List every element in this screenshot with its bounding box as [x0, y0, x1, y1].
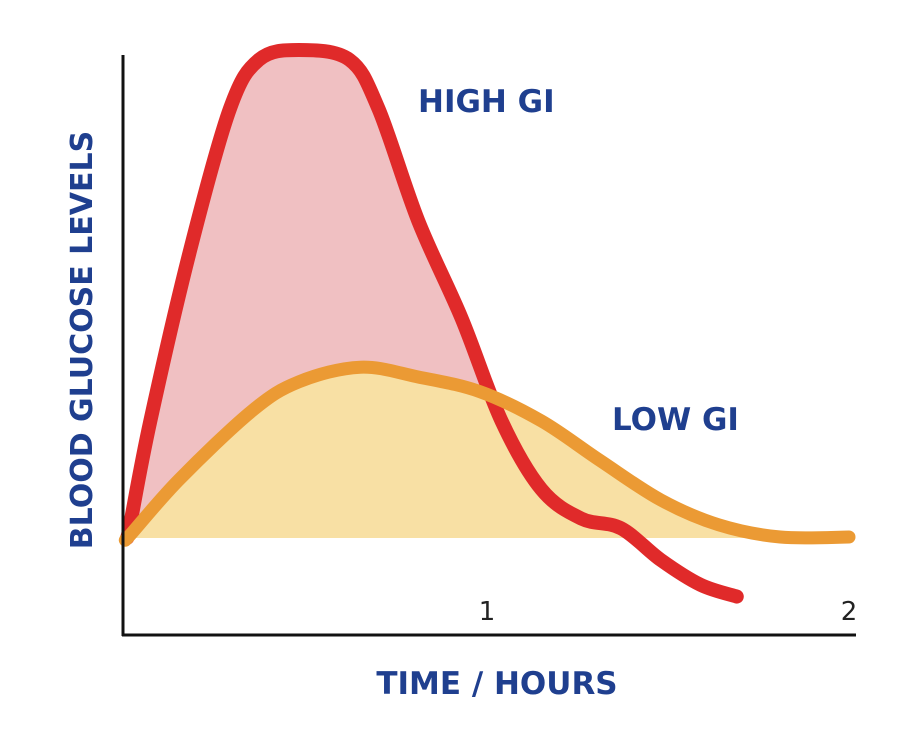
x-axis-label: TIME / HOURS: [376, 666, 617, 702]
high-gi-line: [120, 43, 744, 604]
x-tick-label: 2: [841, 597, 858, 627]
x-tick-label: 1: [479, 597, 496, 627]
legend-label-high-gi: HIGH GI: [418, 84, 555, 120]
low-gi-area: [127, 367, 849, 538]
low-gi-line: [118, 360, 856, 547]
y-axis-label: BLOOD GLUCOSE LEVELS: [65, 131, 100, 549]
legend-label-low-gi: LOW GI: [612, 402, 739, 438]
